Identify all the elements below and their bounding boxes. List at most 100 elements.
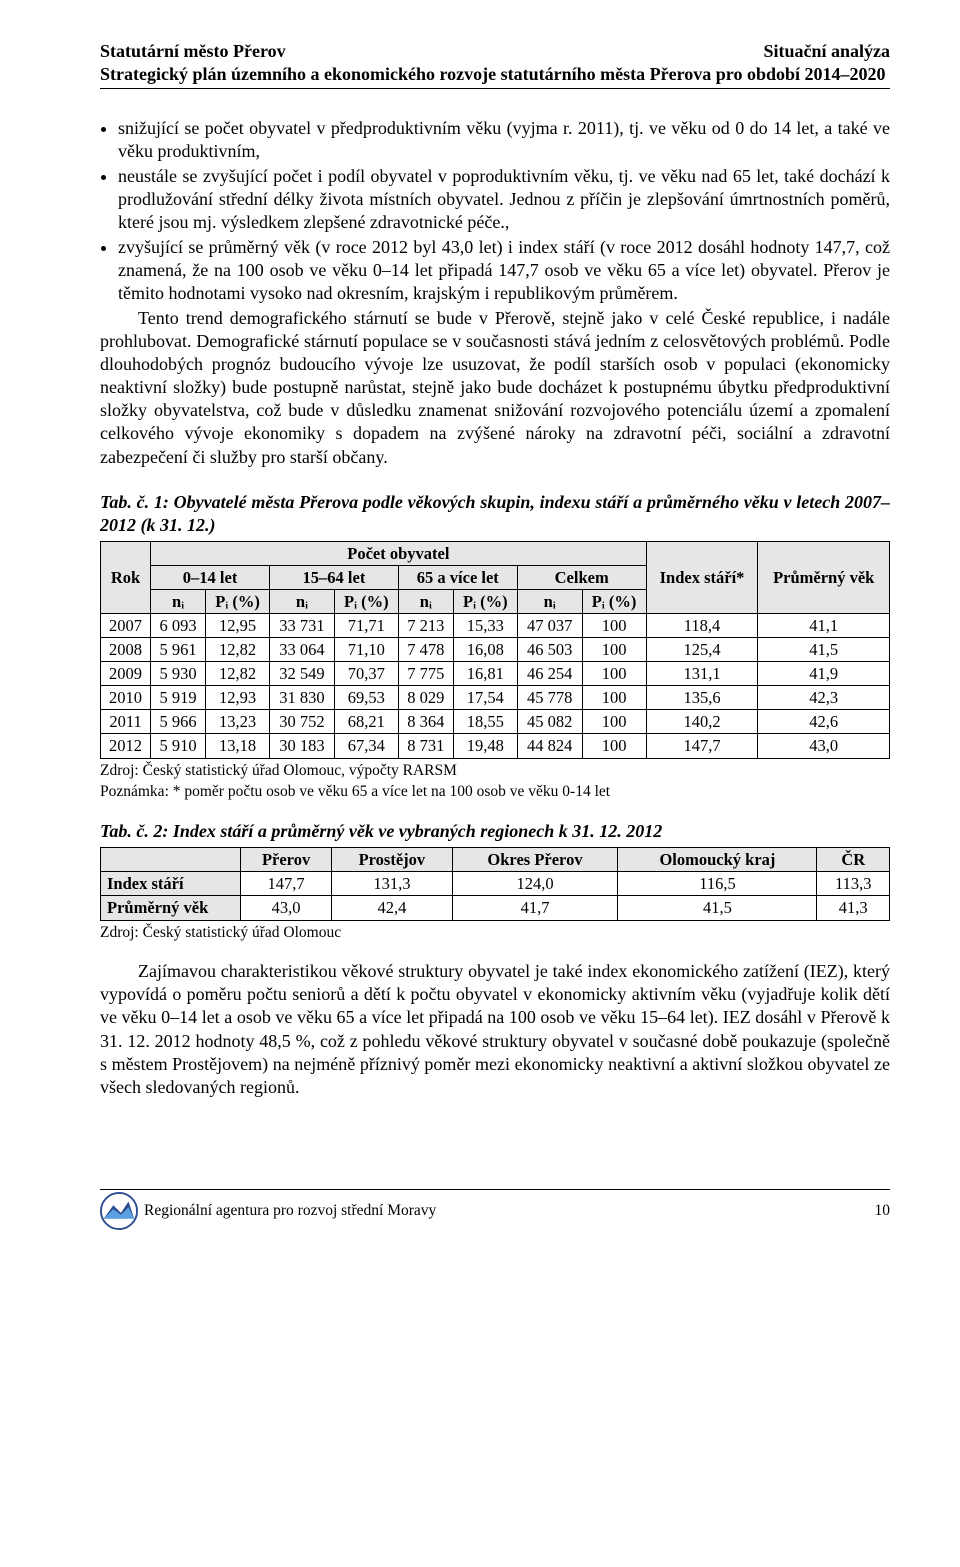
row-label: Index stáří — [101, 872, 241, 896]
table-cell: 7 213 — [398, 613, 453, 637]
bullet-list: snižující se počet obyvatel v předproduk… — [118, 117, 890, 305]
table-row: 20095 93012,8232 54970,377 77516,8146 25… — [101, 662, 890, 686]
table-cell: 16,08 — [453, 638, 517, 662]
table-cell: 116,5 — [618, 872, 817, 896]
table-cell: 33 731 — [270, 613, 335, 637]
page-footer: Regionální agentura pro rozvoj střední M… — [100, 1189, 890, 1230]
list-item: neustále se zvyšující počet i podíl obyv… — [118, 165, 890, 234]
table-cell: 32 549 — [270, 662, 335, 686]
table-row: 20076 09312,9533 73171,717 21315,3347 03… — [101, 613, 890, 637]
table1: Rok Počet obyvatel Index stáří* Průměrný… — [100, 541, 890, 759]
table-cell: 100 — [582, 638, 646, 662]
table-cell: 43,0 — [758, 734, 890, 758]
table-row: Průměrný věk43,042,441,741,541,3 — [101, 896, 890, 920]
th-region: Přerov — [241, 848, 332, 872]
table-cell: 2009 — [101, 662, 151, 686]
th-ni: nᵢ — [398, 589, 453, 613]
table-cell: 42,4 — [332, 896, 452, 920]
table-cell: 47 037 — [517, 613, 582, 637]
table-cell: 41,1 — [758, 613, 890, 637]
table2: PřerovProstějovOkres PřerovOlomoucký kra… — [100, 847, 890, 920]
th-region: Olomoucký kraj — [618, 848, 817, 872]
table-cell: 30 183 — [270, 734, 335, 758]
table-cell: 5 961 — [151, 638, 206, 662]
th-pi: Pᵢ (%) — [453, 589, 517, 613]
table-cell: 147,7 — [646, 734, 758, 758]
th-ni: nᵢ — [151, 589, 206, 613]
table2-source: Zdroj: Český statistický úřad Olomouc — [100, 923, 890, 943]
th-region: Prostějov — [332, 848, 452, 872]
table-cell: 67,34 — [334, 734, 398, 758]
table-cell: 118,4 — [646, 613, 758, 637]
table-cell: 15,33 — [453, 613, 517, 637]
table-cell: 2007 — [101, 613, 151, 637]
th-pi: Pᵢ (%) — [206, 589, 270, 613]
table-cell: 5 910 — [151, 734, 206, 758]
table-cell: 71,71 — [334, 613, 398, 637]
table-cell: 147,7 — [241, 872, 332, 896]
header-right: Situační analýza — [763, 40, 890, 63]
table-cell: 2010 — [101, 686, 151, 710]
header-sub: Strategický plán územního a ekonomického… — [100, 63, 890, 86]
table-cell: 17,54 — [453, 686, 517, 710]
table-cell: 135,6 — [646, 686, 758, 710]
table-cell: 125,4 — [646, 638, 758, 662]
table-cell: 2012 — [101, 734, 151, 758]
list-item: snižující se počet obyvatel v předproduk… — [118, 117, 890, 163]
th-g3: Celkem — [517, 565, 646, 589]
table-cell: 6 093 — [151, 613, 206, 637]
header-rule — [100, 88, 890, 89]
th-pi: Pᵢ (%) — [334, 589, 398, 613]
table1-caption: Tab. č. 1: Obyvatelé města Přerova podle… — [100, 491, 890, 537]
table-cell: 18,55 — [453, 710, 517, 734]
table-cell: 100 — [582, 710, 646, 734]
table-cell: 43,0 — [241, 896, 332, 920]
table-cell: 140,2 — [646, 710, 758, 734]
table-row: 20125 91013,1830 18367,348 73119,4844 82… — [101, 734, 890, 758]
table-cell: 7 478 — [398, 638, 453, 662]
table-cell: 41,3 — [817, 896, 890, 920]
table-cell: 131,3 — [332, 872, 452, 896]
table-cell: 13,23 — [206, 710, 270, 734]
table-cell: 45 082 — [517, 710, 582, 734]
th-g1: 15–64 let — [270, 565, 399, 589]
th-pi: Pᵢ (%) — [582, 589, 646, 613]
table1-note: Poznámka: * poměr počtu osob ve věku 65 … — [100, 782, 890, 802]
table-cell: 31 830 — [270, 686, 335, 710]
table-cell: 30 752 — [270, 710, 335, 734]
table-cell: 44 824 — [517, 734, 582, 758]
table-cell: 5 966 — [151, 710, 206, 734]
table-cell: 42,3 — [758, 686, 890, 710]
body-paragraph-2: Zajímavou charakteristikou věkové strukt… — [100, 960, 890, 1098]
th-vek: Průměrný věk — [758, 541, 890, 613]
table-cell: 71,10 — [334, 638, 398, 662]
page-number: 10 — [875, 1201, 891, 1221]
table-cell: 41,9 — [758, 662, 890, 686]
th-region — [101, 848, 241, 872]
table-cell: 12,95 — [206, 613, 270, 637]
th-g0: 0–14 let — [151, 565, 270, 589]
table-cell: 100 — [582, 662, 646, 686]
table-cell: 33 064 — [270, 638, 335, 662]
table-row: Index stáří147,7131,3124,0116,5113,3 — [101, 872, 890, 896]
th-rok: Rok — [101, 541, 151, 613]
table-cell: 46 254 — [517, 662, 582, 686]
table-row: 20105 91912,9331 83069,538 02917,5445 77… — [101, 686, 890, 710]
agency-logo-icon — [100, 1192, 138, 1230]
table-cell: 2008 — [101, 638, 151, 662]
table-cell: 19,48 — [453, 734, 517, 758]
table-row: 20085 96112,8233 06471,107 47816,0846 50… — [101, 638, 890, 662]
table-cell: 100 — [582, 734, 646, 758]
table-cell: 12,93 — [206, 686, 270, 710]
th-region: Okres Přerov — [452, 848, 618, 872]
table-cell: 13,18 — [206, 734, 270, 758]
table-cell: 69,53 — [334, 686, 398, 710]
table-cell: 7 775 — [398, 662, 453, 686]
table-cell: 16,81 — [453, 662, 517, 686]
table-cell: 8 364 — [398, 710, 453, 734]
footer-agency: Regionální agentura pro rozvoj střední M… — [144, 1201, 436, 1221]
table-cell: 41,5 — [758, 638, 890, 662]
table-cell: 100 — [582, 613, 646, 637]
row-label: Průměrný věk — [101, 896, 241, 920]
table-cell: 113,3 — [817, 872, 890, 896]
